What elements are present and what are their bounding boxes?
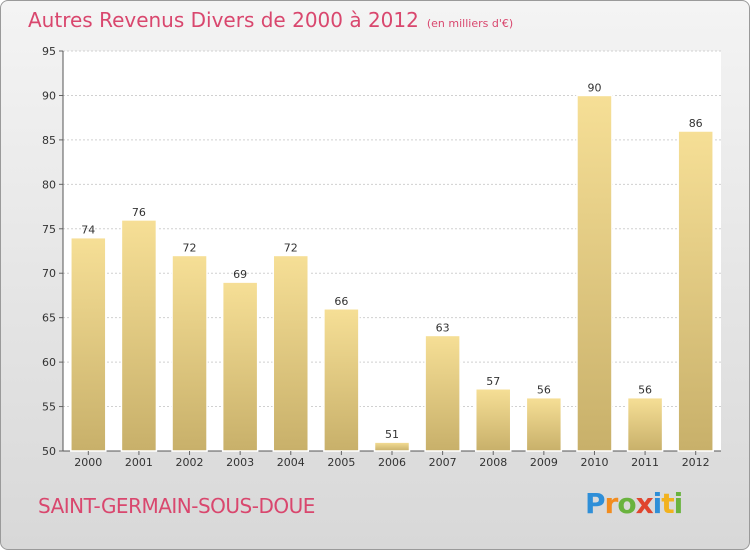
bar xyxy=(120,219,158,452)
y-tick-label: 85 xyxy=(42,134,56,147)
data-label: 90 xyxy=(587,81,601,94)
y-tick-label: 95 xyxy=(42,45,56,58)
bar xyxy=(474,388,512,452)
bar xyxy=(171,254,208,452)
data-label: 86 xyxy=(689,117,703,130)
data-label: 63 xyxy=(436,321,450,334)
data-label: 76 xyxy=(132,206,146,219)
x-tick-label: 2003 xyxy=(226,456,254,469)
bar xyxy=(424,334,461,452)
chart-title: Autres Revenus Divers de 2000 à 2012 (en … xyxy=(28,8,513,32)
bar xyxy=(221,281,259,452)
bar xyxy=(70,236,107,452)
logo-letter: i xyxy=(673,487,684,520)
bar xyxy=(525,396,563,452)
logo-letter: o xyxy=(617,487,636,520)
x-tick-label: 2001 xyxy=(125,456,153,469)
x-tick-label: 2008 xyxy=(479,456,507,469)
x-tick-label: 2006 xyxy=(378,456,406,469)
data-label: 74 xyxy=(81,224,95,237)
data-label: 51 xyxy=(385,428,399,441)
logo-letter: P xyxy=(585,487,606,520)
y-tick-label: 60 xyxy=(42,356,56,369)
x-tick-label: 2005 xyxy=(327,456,355,469)
y-tick-label: 70 xyxy=(42,267,56,280)
bar xyxy=(626,396,664,452)
y-tick-label: 80 xyxy=(42,178,56,191)
data-label: 56 xyxy=(638,384,652,397)
data-label: 72 xyxy=(284,241,298,254)
y-tick-label: 65 xyxy=(42,312,56,325)
x-tick-label: 2012 xyxy=(682,456,710,469)
x-tick-label: 2010 xyxy=(580,456,608,469)
logo-letter: i xyxy=(652,487,663,520)
bar xyxy=(576,94,613,452)
x-tick-label: 2009 xyxy=(530,456,558,469)
x-tick-label: 2004 xyxy=(277,456,305,469)
bar xyxy=(323,308,360,452)
x-tick-label: 2002 xyxy=(176,456,204,469)
data-label: 69 xyxy=(233,268,247,281)
y-tick-label: 90 xyxy=(42,89,56,102)
data-label: 66 xyxy=(334,295,348,308)
proxiti-logo: Proxiti xyxy=(585,487,684,520)
commune-name: SAINT-GERMAIN-SOUS-DOUE xyxy=(38,494,315,518)
bar xyxy=(677,130,714,452)
x-tick-label: 2007 xyxy=(429,456,457,469)
logo-letter: t xyxy=(661,487,674,520)
bar xyxy=(373,441,411,452)
y-tick-label: 55 xyxy=(42,401,56,414)
y-tick-label: 75 xyxy=(42,223,56,236)
data-label: 72 xyxy=(183,241,197,254)
bar xyxy=(272,254,310,452)
plot-area xyxy=(63,51,721,451)
unit-label: (en milliers d'€) xyxy=(426,17,514,30)
title-text: Autres Revenus Divers de 2000 à 2012 xyxy=(28,8,419,32)
x-tick-label: 2011 xyxy=(631,456,659,469)
x-tick-label: 2000 xyxy=(74,456,102,469)
logo-letter: x xyxy=(635,487,654,520)
y-tick-label: 50 xyxy=(42,445,56,458)
logo-letter: r xyxy=(604,487,619,520)
data-label: 57 xyxy=(486,375,500,388)
data-label: 56 xyxy=(537,384,551,397)
